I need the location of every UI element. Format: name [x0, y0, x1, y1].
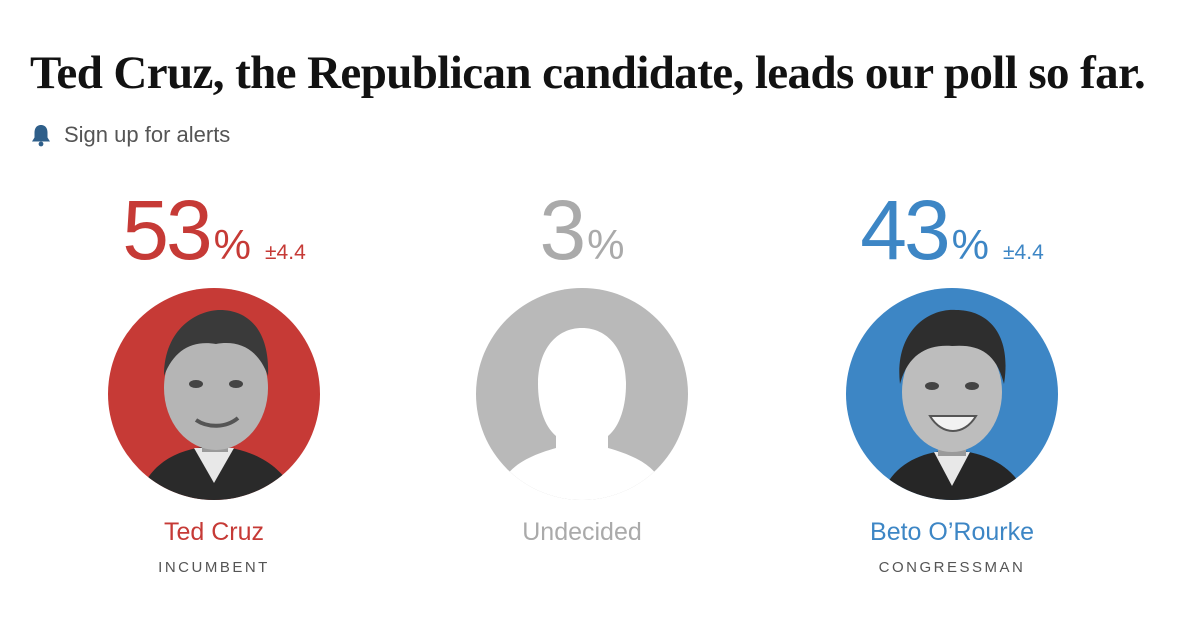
candidate-name: Ted Cruz — [163, 518, 265, 546]
undecided-placeholder-avatar — [476, 288, 688, 500]
candidate-photo — [846, 288, 1058, 500]
sign-up-alerts-link[interactable]: Sign up for alerts — [30, 122, 230, 148]
percentage-row: 3% — [432, 188, 732, 280]
candidate-title: INCUMBENT — [158, 559, 270, 576]
candidate-name: Undecided — [522, 518, 642, 546]
candidate-beto-orourke: 43% ±4.4 Beto O’Rourke CONGRESSMAN — [802, 188, 1102, 576]
percentage-value: 43 — [860, 183, 950, 277]
percent-sign: % — [213, 221, 252, 268]
percentage-row: 43% ±4.4 — [802, 188, 1102, 280]
percentage-value: 3 — [539, 183, 586, 277]
candidate-title: CONGRESSMAN — [878, 559, 1026, 576]
margin-of-error: ±4.4 — [265, 241, 306, 264]
candidate-name: Beto O’Rourke — [870, 518, 1034, 546]
headline: Ted Cruz, the Republican candidate, lead… — [30, 47, 1146, 99]
percentage-row: 53% ±4.4 — [64, 188, 364, 280]
bell-icon — [32, 125, 50, 147]
sign-up-alerts-label: Sign up for alerts — [64, 122, 231, 147]
candidate-ted-cruz: 53% ±4.4 Ted Cruz INCUMBENT — [64, 188, 364, 576]
candidate-undecided: 3% Undecided — [432, 188, 732, 559]
percent-sign: % — [951, 221, 990, 268]
percent-sign: % — [587, 221, 625, 268]
margin-of-error: ±4.4 — [1003, 241, 1044, 264]
percentage-value: 53 — [122, 183, 212, 277]
candidate-photo — [108, 288, 320, 500]
